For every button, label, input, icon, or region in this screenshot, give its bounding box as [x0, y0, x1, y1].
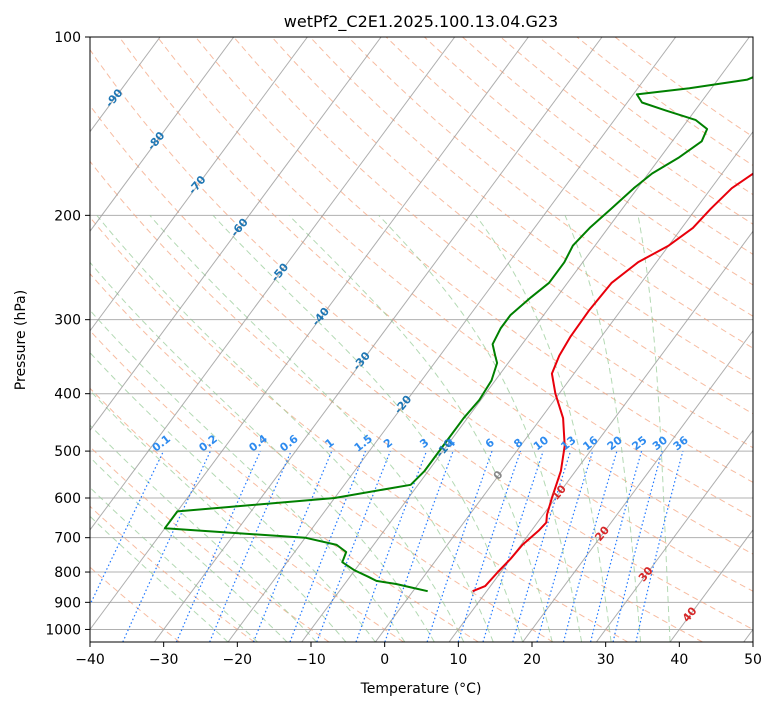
x-tick-label: −10	[296, 652, 326, 668]
x-tick-label: −30	[149, 652, 179, 668]
x-tick-label: 10	[449, 652, 467, 668]
background-lines	[90, 37, 753, 642]
x-tick-label: 30	[597, 652, 615, 668]
x-axis-ticks: −40 −30 −20 −10 0 10 20 30 40 50	[75, 642, 762, 668]
y-tick-label: 700	[54, 531, 81, 547]
mixing-ratio-line	[384, 450, 454, 642]
isotherm-line	[90, 37, 529, 631]
isotherm-line	[374, 130, 753, 642]
moist-adiabat-line	[90, 352, 376, 642]
y-tick-label: 300	[54, 313, 81, 329]
y-tick-label: 200	[54, 208, 81, 224]
x-axis-label: Temperature (°C)	[360, 681, 482, 697]
mixing-ratio-line	[316, 450, 391, 642]
moist-adiabat-line	[90, 261, 435, 642]
moist-adiabat-line	[90, 456, 288, 642]
dry-adiabat-line	[90, 273, 554, 642]
isotherm-line	[227, 37, 677, 642]
dry-adiabat-line	[90, 160, 703, 642]
y-tick-label: 800	[54, 565, 81, 581]
moist-adiabat-line	[475, 215, 612, 642]
x-tick-label: −20	[223, 652, 253, 668]
isotherm-line	[90, 37, 382, 432]
mixing-ratio-line	[426, 450, 493, 642]
y-axis-label: Pressure (hPa)	[13, 290, 29, 390]
moist-adiabat-line	[90, 486, 258, 642]
moist-adiabat-line	[564, 215, 642, 642]
mixing-ratio-line	[482, 450, 544, 642]
mixing-ratio-line	[612, 450, 663, 642]
mixing-ratio-line	[536, 450, 594, 642]
moist-adiabat-line	[90, 309, 406, 642]
dry-adiabat-line	[347, 37, 753, 349]
sounding-profiles	[163, 76, 753, 593]
x-tick-label: 0	[380, 652, 389, 668]
isotherm-line	[90, 37, 235, 233]
moist-adiabat-line	[90, 515, 229, 642]
isotherm-line	[448, 230, 753, 642]
y-tick-label: 600	[54, 491, 81, 507]
dry-adiabat-line	[90, 216, 629, 642]
moist-adiabat-line	[378, 214, 583, 642]
mixing-ratio-line	[512, 450, 572, 642]
mixing-ratio-line	[289, 450, 367, 642]
isotherm-line	[522, 329, 753, 642]
moist-adiabat-line	[96, 214, 465, 642]
isotherm-line	[90, 37, 456, 531]
moist-adiabat-line	[90, 424, 317, 642]
dewpoint-profile-line	[163, 76, 753, 593]
dry-adiabat-line	[309, 37, 753, 382]
moist-adiabat-line	[637, 215, 671, 642]
mixing-ratio-line	[590, 450, 643, 642]
moist-adiabat-line	[149, 214, 494, 642]
moist-adiabat-line	[90, 389, 347, 642]
mixing-ratio-line	[209, 450, 292, 642]
isotherm-line	[595, 429, 753, 642]
mixing-ratio-line	[175, 450, 261, 642]
x-tick-label: −40	[75, 652, 105, 668]
mixing-ratio-line	[355, 450, 428, 642]
isotherm-line	[669, 529, 753, 642]
y-tick-label: 500	[54, 444, 81, 460]
moist-adiabat-line	[212, 214, 524, 642]
mixing-ratio-line	[252, 450, 333, 642]
y-tick-label: 100	[54, 30, 81, 46]
x-tick-label: 20	[523, 652, 541, 668]
mixing-ratio-line	[635, 450, 684, 642]
x-tick-label: 50	[744, 652, 762, 668]
dry-adiabat-line	[118, 37, 753, 555]
y-axis-ticks: 100 200 300 400 500 600 700 800 900 1000	[45, 30, 90, 638]
dry-adiabat-line	[271, 37, 753, 415]
isotherm-line	[90, 37, 308, 332]
dry-adiabat-line	[90, 387, 404, 642]
isotherm-line	[153, 37, 603, 642]
chart-title: wetPf2_C2E1.2025.100.13.04.G23	[284, 12, 558, 32]
moist-adiabat-line	[288, 214, 553, 642]
y-tick-label: 1000	[45, 622, 81, 638]
dry-adiabat-line	[157, 37, 753, 519]
y-tick-label: 900	[54, 595, 81, 611]
temperature-profile-line	[472, 172, 753, 593]
mixing-ratio-line	[457, 450, 522, 642]
dry-adiabat-line	[90, 48, 753, 592]
mixing-ratio-line	[562, 450, 618, 642]
isotherm-line	[301, 37, 750, 642]
y-tick-label: 400	[54, 387, 81, 403]
plot-frame	[89, 36, 754, 643]
x-tick-label: 40	[670, 652, 688, 668]
dry-adiabat-line	[90, 104, 753, 630]
